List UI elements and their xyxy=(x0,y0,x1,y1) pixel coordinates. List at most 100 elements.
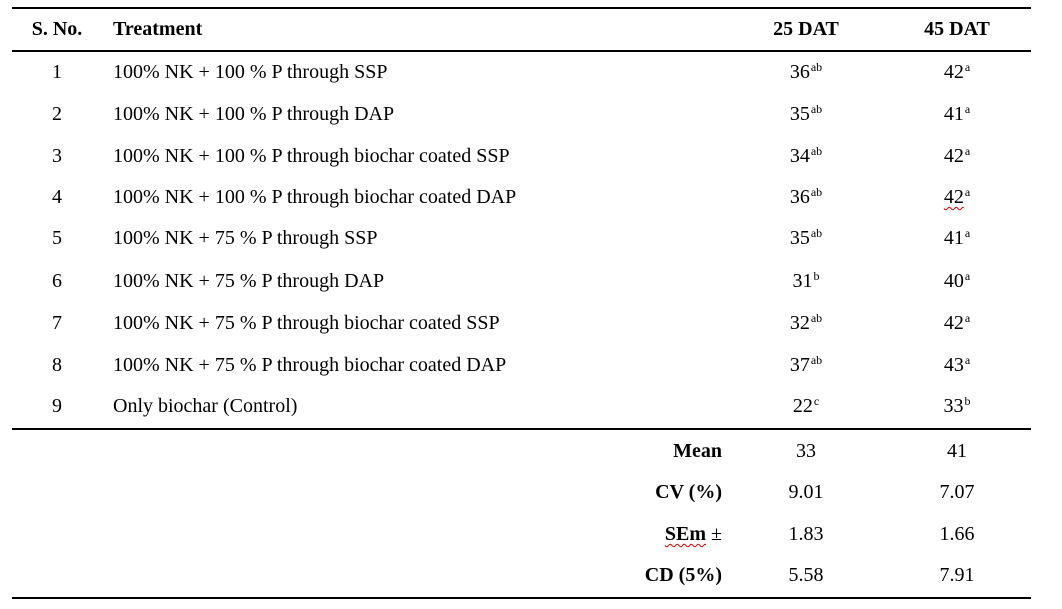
plus-minus-suffix: ± xyxy=(706,523,722,545)
header-45-dat: 45 DAT xyxy=(924,18,990,40)
stat-label: CD (5%) xyxy=(644,564,722,586)
row-25-dat: 34ab xyxy=(756,141,856,171)
row-45-dat: 40a xyxy=(907,266,1007,296)
value-45-dat: 41 xyxy=(943,103,964,125)
group-letter-25-dat: c xyxy=(813,394,820,408)
value-45-dat: 42 xyxy=(943,312,964,334)
row-45-dat: 42a xyxy=(907,57,1007,87)
row-sno: 6 xyxy=(52,270,62,292)
group-letter-45-dat: a xyxy=(964,102,971,116)
row-treatment: 100% NK + 75 % P through biochar coated … xyxy=(113,312,500,334)
group-letter-25-dat: ab xyxy=(810,311,823,325)
row-treatment: 100% NK + 75 % P through biochar coated … xyxy=(113,354,507,376)
value-25-dat: 35 xyxy=(789,103,810,125)
row-25-dat: 37ab xyxy=(756,350,856,380)
group-letter-45-dat: a xyxy=(964,353,971,367)
row-25-dat: 22c xyxy=(756,391,856,421)
row-treatment: Only biochar (Control) xyxy=(113,395,298,417)
stat-label: CV (%) xyxy=(655,481,722,503)
table-row: 9 Only biochar (Control) 22c 33b xyxy=(12,391,1031,421)
stats-row-mean: Mean 33 41 xyxy=(12,436,1031,466)
row-sno: 3 xyxy=(52,145,62,167)
group-letter-45-dat: a xyxy=(964,311,971,325)
value-45-dat: 43 xyxy=(943,354,964,376)
table-row: 4 100% NK + 100 % P through biochar coat… xyxy=(12,182,1031,212)
value-25-dat: 32 xyxy=(789,312,810,334)
table-bottom-rule xyxy=(12,597,1031,599)
row-45-dat: 42a xyxy=(907,308,1007,338)
row-sno: 5 xyxy=(52,227,62,249)
table-row: 2 100% NK + 100 % P through DAP 35ab 41a xyxy=(12,99,1031,129)
group-letter-45-dat: b xyxy=(964,394,971,408)
group-letter-25-dat: ab xyxy=(810,60,823,74)
row-45-dat: 42a xyxy=(907,141,1007,171)
value-25-dat: 36 xyxy=(789,61,810,83)
row-sno: 7 xyxy=(52,312,62,334)
row-25-dat: 32ab xyxy=(756,308,856,338)
value-45-dat: 42 xyxy=(943,186,964,208)
row-treatment: 100% NK + 100 % P through biochar coated… xyxy=(113,186,517,208)
group-letter-25-dat: ab xyxy=(810,226,823,240)
table-header-row: S. No. Treatment 25 DAT 45 DAT xyxy=(12,14,1031,44)
row-treatment: 100% NK + 100 % P through DAP xyxy=(113,103,395,125)
value-25-dat: 35 xyxy=(789,227,810,249)
row-25-dat: 36ab xyxy=(756,57,856,87)
stat-label-main: SEm xyxy=(664,523,707,545)
stat-45-dat: 7.91 xyxy=(939,564,975,586)
group-letter-25-dat: ab xyxy=(810,353,823,367)
row-45-dat: 42a xyxy=(907,182,1007,212)
header-rule xyxy=(12,50,1031,52)
group-letter-45-dat: a xyxy=(964,144,971,158)
row-sno: 8 xyxy=(52,354,62,376)
stat-25-dat: 1.83 xyxy=(788,523,824,545)
value-25-dat: 31 xyxy=(792,270,813,292)
table-row: 6 100% NK + 75 % P through DAP 31b 40a xyxy=(12,266,1031,296)
table-row: 3 100% NK + 100 % P through biochar coat… xyxy=(12,141,1031,171)
value-25-dat: 36 xyxy=(789,186,810,208)
row-25-dat: 35ab xyxy=(756,223,856,253)
table-row: 5 100% NK + 75 % P through SSP 35ab 41a xyxy=(12,223,1031,253)
value-45-dat: 42 xyxy=(943,61,964,83)
row-treatment: 100% NK + 100 % P through SSP xyxy=(113,61,388,83)
stat-45-dat: 41 xyxy=(947,440,967,462)
stat-25-dat: 5.58 xyxy=(788,564,824,586)
stat-45-dat: 7.07 xyxy=(939,481,975,503)
value-45-dat: 40 xyxy=(943,270,964,292)
value-45-dat: 41 xyxy=(943,227,964,249)
row-45-dat: 43a xyxy=(907,350,1007,380)
group-letter-45-dat: a xyxy=(964,185,971,199)
row-sno: 2 xyxy=(52,103,62,125)
stats-row-sem: SEm ± 1.83 1.66 xyxy=(12,519,1031,549)
group-letter-25-dat: ab xyxy=(810,102,823,116)
value-25-dat: 37 xyxy=(789,354,810,376)
value-45-dat: 42 xyxy=(943,145,964,167)
stat-label: SEm ± xyxy=(412,519,722,549)
table-top-rule xyxy=(12,7,1031,9)
table-row: 7 100% NK + 75 % P through biochar coate… xyxy=(12,308,1031,338)
value-25-dat: 22 xyxy=(792,395,813,417)
stat-25-dat: 9.01 xyxy=(788,481,824,503)
table-row: 1 100% NK + 100 % P through SSP 36ab 42a xyxy=(12,57,1031,87)
row-sno: 9 xyxy=(52,395,62,417)
header-sno: S. No. xyxy=(31,18,83,40)
group-letter-45-dat: a xyxy=(964,269,971,283)
group-letter-45-dat: a xyxy=(964,226,971,240)
stat-25-dat: 33 xyxy=(796,440,816,462)
row-treatment: 100% NK + 75 % P through SSP xyxy=(113,227,378,249)
stats-rule xyxy=(12,428,1031,430)
row-sno: 1 xyxy=(52,61,62,83)
group-letter-25-dat: ab xyxy=(810,185,823,199)
row-45-dat: 41a xyxy=(907,99,1007,129)
stat-45-dat: 1.66 xyxy=(939,523,975,545)
row-45-dat: 41a xyxy=(907,223,1007,253)
group-letter-45-dat: a xyxy=(964,60,971,74)
value-25-dat: 34 xyxy=(789,145,810,167)
row-25-dat: 35ab xyxy=(756,99,856,129)
group-letter-25-dat: ab xyxy=(810,144,823,158)
row-treatment: 100% NK + 100 % P through biochar coated… xyxy=(113,145,510,167)
header-25-dat: 25 DAT xyxy=(773,18,839,40)
row-25-dat: 31b xyxy=(756,266,856,296)
value-45-dat: 33 xyxy=(943,395,964,417)
stats-row-cv: CV (%) 9.01 7.07 xyxy=(12,477,1031,507)
